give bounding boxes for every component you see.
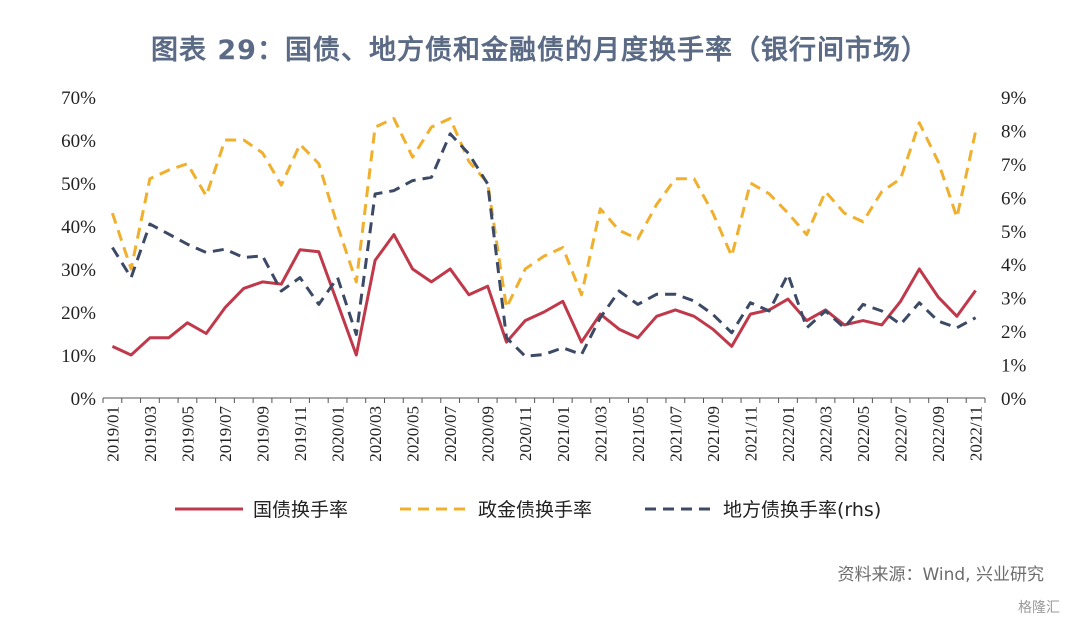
chart-svg: 0% 10% 20% 30% 40% 50% 60% 70% 0% 1% 2% 3% 4% 5% 6% 7% 8… [61,88,1027,521]
series-line-2 [110,117,978,310]
y-right-tick-label: 2% [1001,322,1027,343]
y-right-tick-label: 3% [1001,289,1027,310]
y-left-tick-label: 40% [61,217,96,238]
y-left-tick-label: 60% [61,131,96,152]
x-tick-label: 2019/05 [178,406,197,462]
watermark-logo: 格隆汇 [1018,600,1060,616]
y-right-tick-label: 0% [1001,389,1027,410]
y-right-tick-label: 4% [1001,255,1027,276]
legend-label-1: 国债换手率 [253,499,348,521]
y-right-tick-label: 6% [1001,188,1027,209]
x-tick-label: 2022/09 [929,406,948,462]
series-line-1 [111,233,977,357]
x-tick-label: 2020/03 [366,406,385,462]
y-left-tick-label: 30% [61,260,96,281]
y-right-tick-label: 5% [1001,222,1027,243]
x-tick-label: 2022/07 [892,406,911,462]
x-tick-label: 2019/01 [103,406,122,462]
x-tick-label: 2021/11 [741,406,760,461]
y-left-tick-label: 10% [61,346,96,367]
x-tick-label: 2021/03 [591,406,610,462]
x-tick-label: 2021/05 [629,406,648,462]
x-tick-label: 2019/11 [291,406,310,461]
legend-label-2: 政金债换手率 [478,499,592,521]
y-right-tick-label: 9% [1001,88,1027,109]
y-left-tick-label: 0% [71,389,97,410]
x-tick-label: 2022/05 [854,406,873,462]
y-left-tick-label: 50% [61,174,96,195]
x-tick-label: 2019/09 [254,406,273,462]
x-tick-label: 2021/07 [666,406,685,462]
x-tick-label: 2020/11 [516,406,535,461]
y-right-tick-label: 1% [1001,356,1027,377]
series-line-3 [111,132,977,358]
x-tick-label: 2022/01 [779,406,798,462]
x-tick-label: 2019/07 [216,406,235,462]
x-tick-label: 2022/11 [967,406,986,461]
chart-title: 图表 29：国债、地方债和金融债的月度换手率（银行间市场） [151,35,929,66]
y-right-tick-label: 7% [1001,155,1027,176]
y-left-tick-label: 20% [61,303,96,324]
y-left-tick-label: 70% [61,88,96,109]
legend-label-3: 地方债换手率(rhs) [723,499,881,521]
x-tick-label: 2019/03 [141,406,160,462]
x-tick-label: 2020/07 [441,406,460,462]
x-tick-label: 2020/01 [329,406,348,462]
source-note: 资料来源：Wind, 兴业研究 [837,565,1044,585]
x-tick-label: 2022/03 [816,406,835,462]
x-tick-label: 2020/09 [479,406,498,462]
x-tick-label: 2021/01 [554,406,573,462]
y-right-tick-label: 8% [1001,121,1027,142]
x-tick-label: 2020/05 [404,406,423,462]
x-tick-label: 2021/09 [704,406,723,462]
